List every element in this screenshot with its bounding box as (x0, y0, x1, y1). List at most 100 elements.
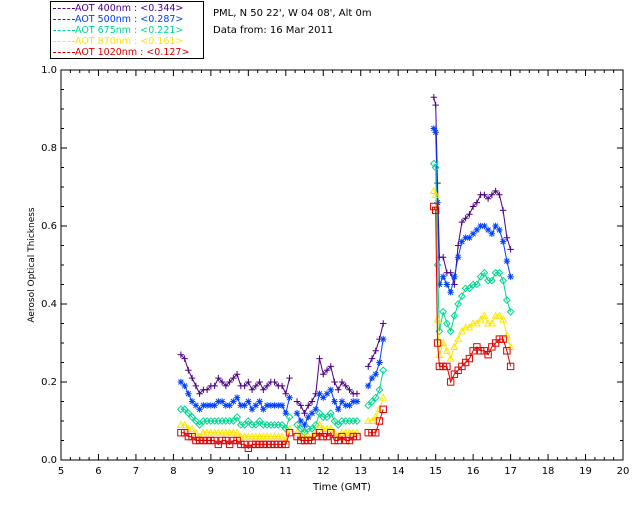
series-aot-675nm-point (195, 420, 204, 429)
series-aot-400nm-point (439, 254, 447, 261)
series-aot-1020nm-point (270, 440, 279, 449)
series-aot-500nm-point (327, 386, 334, 393)
series-aot-400nm-point (218, 378, 226, 386)
series-aot-400nm-point (241, 382, 248, 390)
series-aot-1020nm-point (465, 354, 474, 363)
series-aot-1020nm-point (446, 378, 455, 386)
series-aot-1020nm-point (506, 362, 515, 371)
series-aot-400nm-point (222, 382, 230, 390)
x-tick-label: 5 (58, 466, 64, 477)
legend-label-675nm: AOT 675nm : <0.221> (75, 25, 184, 36)
series-aot-1020nm-point (491, 339, 500, 347)
series-aot-400nm-point (507, 246, 514, 253)
series-aot-1020nm-point (233, 436, 241, 445)
series-aot-500nm-point (278, 402, 286, 409)
series-aot-675nm-point (278, 420, 286, 429)
series-aot-675nm-point (188, 413, 197, 422)
series-aot-675nm-point (251, 420, 260, 429)
series-aot-500nm-point (263, 402, 271, 409)
legend-item-1020nm: AOT 1020nm : <0.127> (53, 47, 189, 58)
series-aot-1020nm-point (473, 343, 481, 351)
series-aot-1020nm-point (319, 432, 327, 441)
series-aot-675nm-point (308, 424, 316, 433)
series-aot-870nm-point (502, 330, 511, 339)
series-aot-1020nm-point (304, 436, 312, 445)
series-aot-870nm-point (431, 190, 440, 198)
series-aot-870nm-point (352, 428, 362, 436)
series-aot-1020nm-point (368, 429, 376, 437)
series-aot-400nm-point (177, 351, 185, 358)
series-aot-500nm-point (458, 238, 466, 245)
series-aot-500nm-point (207, 402, 215, 409)
series-aot-400nm-point (185, 367, 192, 374)
series-aot-1020nm-point (430, 202, 438, 211)
series-aot-675nm-point (353, 417, 361, 425)
x-tick-label: 13 (354, 466, 367, 477)
series-aot-500nm-point (439, 273, 447, 280)
series-aot-1020nm-point (484, 351, 492, 359)
series-aot-400nm-point (499, 207, 507, 214)
series-aot-1020nm-point (263, 440, 271, 449)
series-aot-400nm-point (368, 355, 376, 362)
series-aot-675nm-point (495, 268, 504, 277)
x-tick-label: 14 (392, 466, 405, 477)
series-aot-500nm-point (323, 390, 331, 397)
series-aot-1020nm-point (192, 436, 200, 445)
series-aot-500nm-point (286, 394, 293, 401)
series-aot-1020nm-point (353, 432, 361, 441)
x-tick-label: 10 (242, 466, 255, 477)
series-aot-1020nm-point (282, 440, 290, 449)
series-aot-500nm-point (305, 413, 312, 421)
series-aot-1020nm-point (372, 429, 380, 437)
legend-swatch-400nm (53, 8, 75, 9)
series-aot-675nm-point (293, 420, 301, 429)
series-aot-500nm-point (200, 402, 207, 409)
series-aot-1020nm-point (244, 444, 253, 453)
series-aot-500nm-point (267, 402, 275, 409)
series-aot-1020nm-point (323, 432, 331, 441)
series-aot-1020nm-point (297, 436, 305, 445)
series-aot-400nm-point (492, 187, 499, 195)
series-aot-500nm-point (466, 234, 473, 241)
series-aot-500nm-point (237, 402, 245, 409)
series-aot-675nm-point (296, 424, 305, 433)
series-aot-870nm-point (480, 311, 489, 319)
series-aot-400nm-point (293, 398, 301, 405)
series-aot-500nm-point (432, 129, 439, 136)
series-aot-675nm-point (450, 311, 459, 320)
series-aot-1020nm-point (300, 436, 309, 445)
series-aot-500nm-point (185, 390, 192, 397)
series-aot-500nm-point (181, 382, 188, 390)
series-aot-400nm-point (196, 390, 203, 397)
series-aot-400nm-point (473, 199, 481, 206)
series-aot-500nm-point (320, 394, 327, 401)
series-aot-675nm-point (371, 393, 380, 402)
series-aot-1020nm-point (503, 347, 511, 355)
series-aot-870nm-point (442, 346, 451, 354)
series-aot-1020nm-point (439, 362, 447, 371)
legend-label-1020nm: AOT 1020nm : <0.127> (75, 47, 190, 58)
series-aot-1020nm-point (255, 440, 264, 449)
series-aot-500nm-point (380, 335, 387, 343)
series-aot-870nm-point (495, 311, 504, 319)
x-tick-label: 11 (279, 466, 292, 477)
series-aot-675nm-point (506, 307, 515, 316)
series-aot-500nm-point (316, 390, 323, 397)
series-aot-870nm-point (311, 428, 320, 436)
legend-item-870nm: AOT 870nm : <0.161> (53, 36, 183, 47)
series-aot-500nm-point (338, 398, 346, 405)
series-aot-1020nm-point (285, 429, 294, 437)
series-aot-1020nm-point (274, 440, 283, 449)
series-aot-675nm-point (433, 261, 442, 269)
series-aot-500nm-point (233, 394, 241, 401)
legend-swatch-870nm (53, 41, 75, 42)
series-aot-400nm-point (248, 386, 256, 393)
series-aot-870nm-point (195, 432, 204, 440)
series-aot-400nm-point (203, 386, 211, 393)
series-aot-500nm-point (230, 398, 237, 405)
y-tick-label: 0.8 (41, 143, 57, 154)
x-tick-label: 17 (504, 466, 517, 477)
site-info: PML, N 50 22', W 04 08', Alt 0m (213, 8, 372, 19)
legend-item-675nm: AOT 675nm : <0.221> (53, 25, 183, 36)
